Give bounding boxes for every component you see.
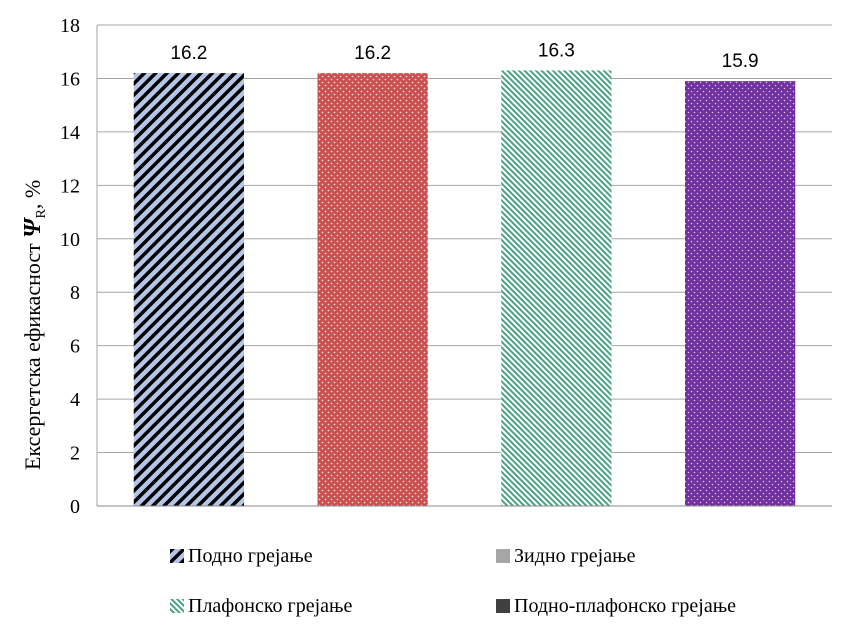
data-label: 16.2 [354,43,391,64]
legend-item-plafonsko: Плафонско грејање [170,594,352,618]
legend-label-podno: Подно грејање [188,544,313,567]
legend-swatch-podno-plafonsko [496,599,510,613]
y-axis-label-unit: , % [20,180,45,209]
data-label: 16.3 [538,40,575,61]
y-tick-label: 6 [70,336,80,358]
legend-swatch-zidno [496,549,510,563]
legend: Подно грејање Зидно грејање Плафонско гр… [170,540,830,630]
legend-label-zidno: Зидно грејање [514,544,636,567]
y-tick-label: 12 [60,175,80,197]
legend-swatch-podno [170,549,184,563]
y-tick-label: 18 [60,15,80,37]
bar-plafonsko [501,70,612,506]
data-labels: 16.2 16.2 16.3 15.9 [170,40,758,72]
y-tick-label: 0 [70,496,80,518]
legend-item-podno-plafonsko: Подно-плафонско грејање [496,594,736,618]
y-axis-label-text: Ексергетска ефикасност [20,243,45,470]
y-axis-label-symbol: Ψ [20,217,46,238]
y-tick-label: 4 [70,389,80,411]
bar-podno [133,73,244,506]
y-tick-label: 10 [60,229,80,251]
y-axis-label: Ексергетска ефикасност ΨR, % [20,180,49,470]
bar-zidno [317,73,428,506]
legend-label-podno-plafonsko: Подно-плафонско грејање [514,594,737,617]
data-label: 15.9 [722,51,759,72]
legend-swatch-plafonsko [170,599,184,613]
bar-podno-plafonsko [685,81,796,506]
y-tick-label: 8 [70,282,80,304]
y-axis-ticks: 0 2 4 6 8 10 12 14 16 18 [60,15,80,518]
legend-item-zidno: Зидно грејање [496,544,635,568]
data-label: 16.2 [170,43,207,64]
y-axis-label-subscript: R [34,209,49,219]
y-tick-label: 14 [60,122,80,144]
y-tick-label: 16 [60,68,80,90]
y-tick-label: 2 [70,443,80,465]
legend-item-podno: Подно грејање [170,544,313,568]
legend-label-plafonsko: Плафонско грејање [188,594,353,617]
bars [133,70,796,506]
